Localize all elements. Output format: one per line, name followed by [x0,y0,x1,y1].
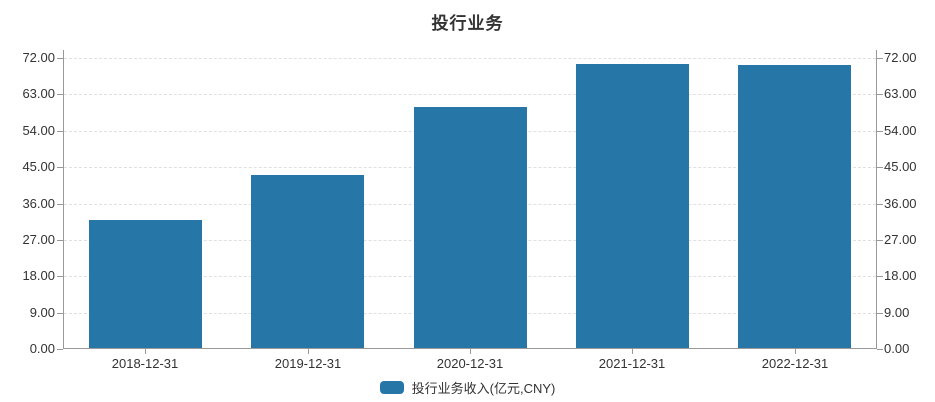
y-axis-tick-right [877,203,883,205]
y-axis-label-left: 63.00 [22,86,55,102]
x-axis-label: 2019-12-31 [274,356,342,371]
y-axis-tick-left [57,58,63,59]
y-axis-label-right: 36.00 [884,195,917,211]
y-axis-label-left: 45.00 [22,159,55,175]
y-axis-label-right: 0.00 [884,341,910,356]
y-axis-label-left: 72.00 [22,50,55,65]
y-axis-label-left: 0.00 [29,341,55,356]
y-axis-label-right: 27.00 [884,231,917,247]
y-axis-label-left: 36.00 [22,195,55,211]
y-axis-tick-left [57,203,63,205]
y-axis-label-right: 54.00 [884,122,917,138]
y-axis-label-left: 54.00 [22,122,55,138]
y-axis-tick-left [57,312,63,314]
x-axis-tick [145,349,146,354]
x-axis-tick [795,349,796,354]
bar-2022-12-31[interactable] [738,65,851,348]
y-axis-tick-right [877,276,883,278]
x-axis-label: 2020-12-31 [436,356,504,371]
y-axis-tick-left [57,167,63,169]
x-axis-label: 2021-12-31 [598,356,666,371]
y-axis-label-right: 9.00 [884,304,910,320]
x-axis-tick [308,349,309,354]
x-axis-tick [470,349,471,354]
bar-2021-12-31[interactable] [576,64,689,348]
y-axis-tick-left [57,239,63,241]
legend-label: 投行业务收入(亿元,CNY) [411,380,556,396]
x-axis-label: 2022-12-31 [761,356,829,371]
y-axis-tick-right [877,167,883,169]
y-axis-label-left: 18.00 [22,268,55,284]
y-axis-tick-left [57,130,63,132]
bar-2019-12-31[interactable] [251,175,364,348]
y-axis-tick-right [877,239,883,241]
y-axis-tick-left [57,349,63,350]
y-axis-label-left: 9.00 [29,304,55,320]
y-axis-label-right: 18.00 [884,268,917,284]
legend-swatch [379,380,404,394]
y-axis-tick-right [877,94,883,96]
x-axis-tick [632,349,633,354]
plot-area [57,50,883,350]
y-axis-tick-left [57,94,63,96]
gridline [64,58,876,59]
bar-2018-12-31[interactable] [89,220,202,348]
x-axis-label: 2018-12-31 [111,356,179,371]
chart-title: 投行业务 [431,14,504,33]
y-axis-label-right: 72.00 [884,50,917,65]
y-axis-tick-right [877,312,883,314]
y-axis-label-left: 27.00 [22,231,55,247]
y-axis-tick-left [57,276,63,278]
y-axis-label-right: 63.00 [884,86,917,102]
y-axis-label-right: 45.00 [884,159,917,175]
y-axis-tick-right [877,349,883,350]
gridline [64,94,876,96]
legend-item[interactable]: 投行业务收入(亿元,CNY) [0,378,935,396]
y-axis-tick-right [877,58,883,59]
bar-2020-12-31[interactable] [414,107,527,348]
y-axis-tick-right [877,130,883,132]
